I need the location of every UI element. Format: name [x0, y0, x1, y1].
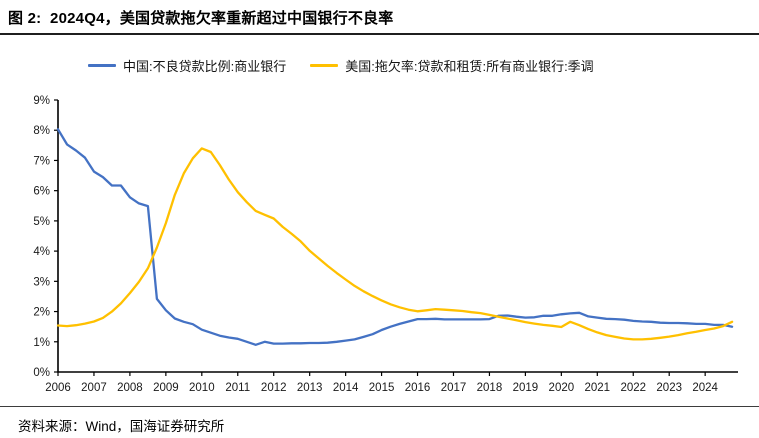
y-axis-label: 5% [33, 216, 50, 228]
china-series-line-swatch [88, 64, 116, 67]
x-axis-label: 2022 [620, 382, 646, 394]
x-axis-label: 2006 [45, 382, 71, 394]
x-axis-label: 2023 [656, 382, 682, 394]
china-npl-line [56, 128, 734, 346]
x-axis-label: 2007 [81, 382, 107, 394]
chart-legend: 中国:不良贷款比例:商业银行 美国:拖欠率:贷款和租赁:所有商业银行:季调 [88, 56, 759, 75]
x-axis-label: 2019 [513, 382, 539, 394]
x-axis-label: 2016 [405, 382, 431, 394]
x-axis-label: 2021 [585, 382, 611, 394]
y-axis-label: 8% [33, 125, 50, 137]
y-axis-label: 9% [33, 95, 50, 107]
legend-item-us: 美国:拖欠率:贷款和租赁:所有商业银行:季调 [310, 56, 594, 75]
legend-label-china: 中国:不良贷款比例:商业银行 [123, 59, 287, 74]
x-axis-label: 2014 [333, 382, 359, 394]
y-axis-label: 1% [33, 337, 50, 349]
x-axis-label: 2011 [225, 382, 250, 394]
x-axis-label: 2020 [549, 382, 575, 394]
figure-header: 图 2: 2024Q4，美国贷款拖欠率重新超过中国银行不良率 [0, 0, 759, 35]
us-series-line-swatch [310, 64, 339, 67]
y-axis-label: 7% [33, 155, 50, 167]
y-axis-label: 4% [33, 246, 50, 258]
y-axis-label: 0% [33, 367, 50, 379]
x-axis-label: 2018 [477, 382, 503, 394]
legend-label-us: 美国:拖欠率:贷款和租赁:所有商业银行:季调 [345, 59, 594, 74]
x-axis-label: 2012 [261, 382, 287, 394]
x-axis-label: 2010 [189, 382, 215, 394]
y-axis-label: 6% [33, 186, 50, 198]
x-axis-label: 2017 [441, 382, 467, 394]
x-axis-label: 2013 [297, 382, 323, 394]
figure-title: 图 2: 2024Q4，美国贷款拖欠率重新超过中国银行不良率 [8, 10, 394, 27]
us-delinquency-line [56, 147, 734, 341]
x-axis-label: 2015 [369, 382, 395, 394]
source-note: 资料来源：Wind，国海证券研究所 [0, 406, 759, 435]
x-axis-label: 2008 [117, 382, 143, 394]
y-axis-label: 2% [33, 307, 50, 319]
y-axis-label: 3% [33, 276, 50, 288]
line-chart: 0% 1% 2% 3% 4% 5% 6% 7% 8% 9% 2006 2007 2008 2009 2010… [33, 95, 738, 394]
x-axis-label: 2024 [692, 382, 718, 394]
legend-item-china: 中国:不良贷款比例:商业银行 [88, 56, 286, 75]
x-axis-label: 2009 [153, 382, 179, 394]
